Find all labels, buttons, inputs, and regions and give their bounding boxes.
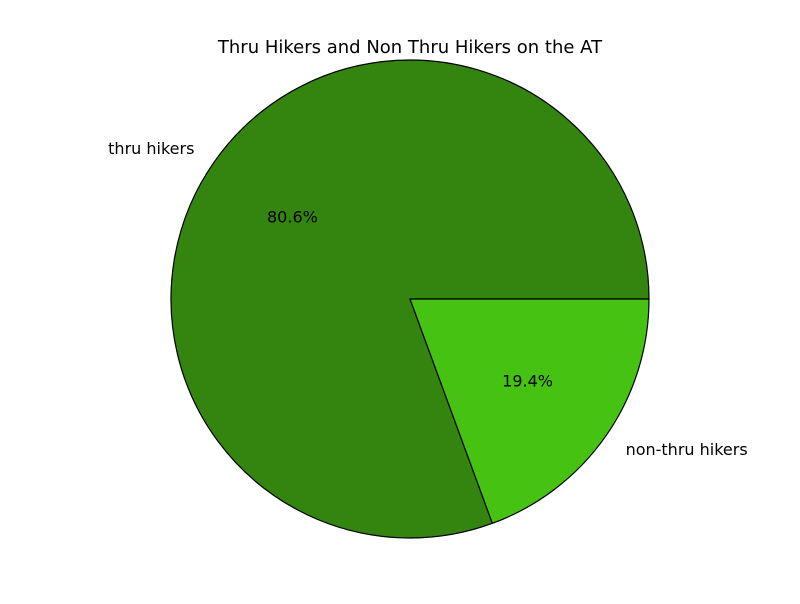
chart-title: Thru Hikers and Non Thru Hikers on the A… xyxy=(217,37,603,58)
pie-percent-label-non-thru-hikers: 19.4% xyxy=(502,372,553,391)
pie-category-label-non-thru-hikers: non-thru hikers xyxy=(626,440,748,459)
pie-slice-non-thru-hikers xyxy=(409,298,650,524)
pie-labels: 80.6% thru hikers 19.4% non-thru hikers xyxy=(108,139,748,459)
pie-slices xyxy=(170,59,650,539)
pie-category-label-thru-hikers: thru hikers xyxy=(108,139,194,158)
pie-percent-label-thru-hikers: 80.6% xyxy=(267,207,318,226)
